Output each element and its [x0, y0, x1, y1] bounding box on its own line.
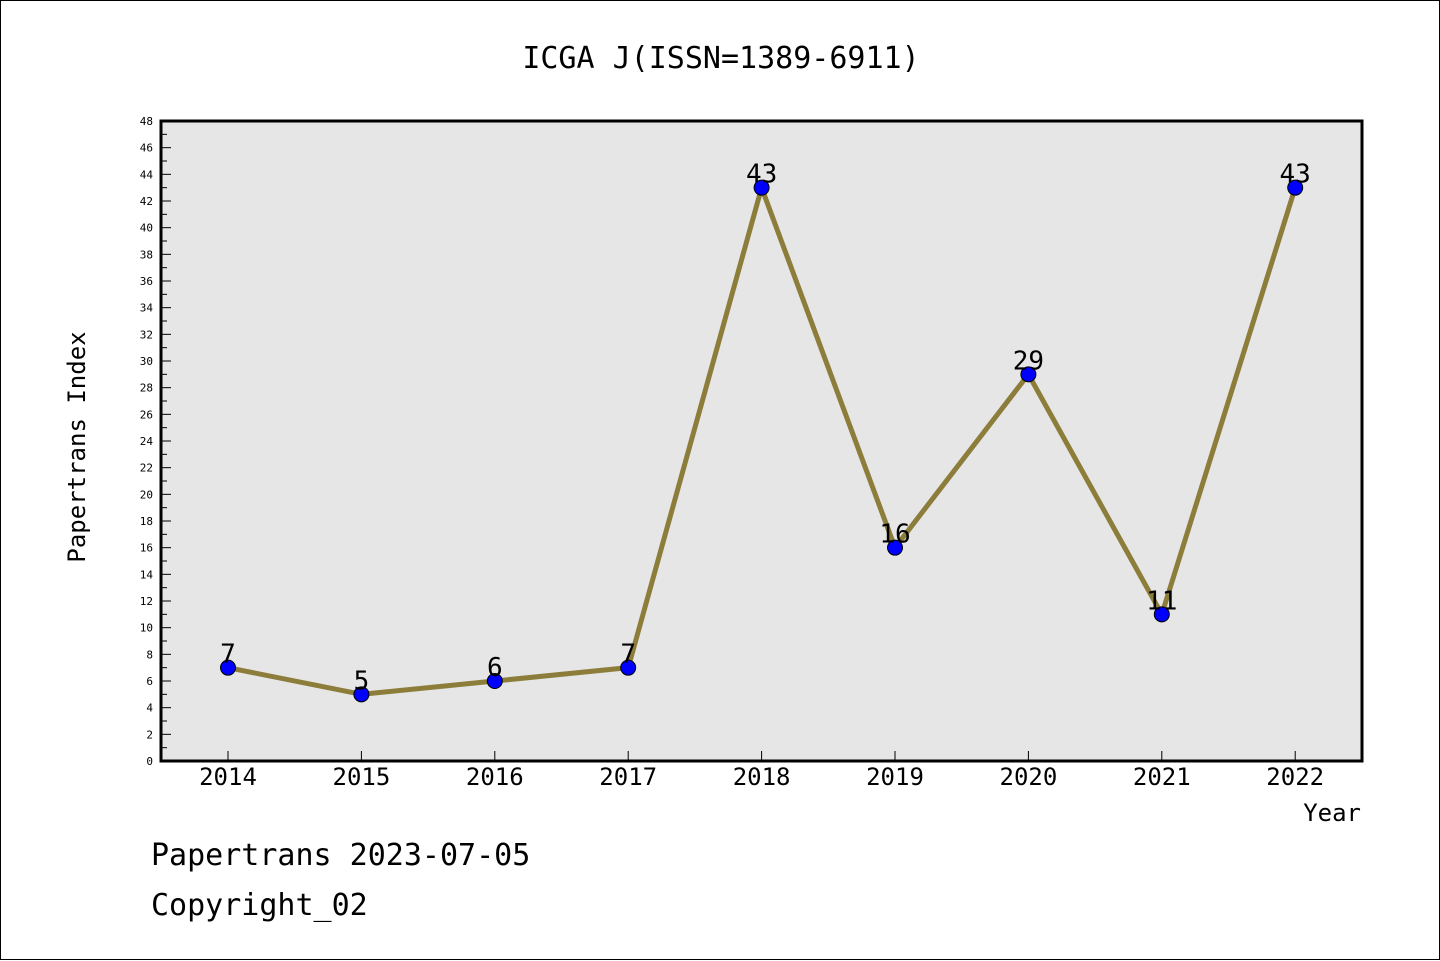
y-axis: 0246810121416182022242628303234363840424… [140, 115, 171, 768]
data-label: 6 [487, 653, 503, 683]
x-tick-label: 2019 [866, 763, 924, 791]
x-tick-label: 2017 [599, 763, 657, 791]
x-tick-label: 2014 [199, 763, 257, 791]
y-tick-label: 30 [140, 355, 153, 368]
data-point [620, 659, 637, 676]
footer-date: Papertrans 2023-07-05 [151, 838, 530, 873]
y-tick-label: 40 [140, 222, 153, 235]
y-tick-label: 36 [140, 275, 153, 288]
data-label: 16 [879, 520, 910, 550]
data-point [353, 686, 370, 703]
plot-area [161, 121, 1362, 761]
y-tick-label: 12 [140, 595, 153, 608]
y-tick-label: 34 [140, 302, 154, 315]
x-tick-label: 2020 [1000, 763, 1058, 791]
footer-copyright: Copyright_02 [151, 888, 368, 923]
y-tick-label: 46 [140, 142, 153, 155]
y-tick-label: 6 [146, 675, 153, 688]
x-tick-label: 2016 [466, 763, 524, 791]
data-point [220, 659, 236, 676]
y-tick-label: 32 [140, 328, 153, 341]
y-tick-label: 4 [146, 702, 153, 715]
chart-title: ICGA J(ISSN=1389-6911) [522, 41, 919, 76]
y-tick-label: 2 [146, 728, 153, 741]
y-tick-label: 38 [140, 248, 153, 261]
y-tick-label: 14 [140, 568, 154, 581]
y-tick-label: 26 [140, 408, 153, 421]
y-tick-label: 48 [140, 115, 153, 128]
data-label: 43 [746, 160, 777, 190]
x-axis: 2014 2015 2016 2017 2018 2019 2020 2021 2022 [199, 751, 1324, 791]
series-layer: 7 5 6 7 43 16 29 11 43 [220, 160, 1311, 703]
y-tick-label: 42 [140, 195, 153, 208]
data-label: 7 [620, 640, 636, 670]
y-tick-label: 22 [140, 462, 153, 475]
data-label: 7 [220, 640, 236, 670]
y-tick-label: 28 [140, 382, 153, 395]
data-label: 5 [354, 666, 370, 696]
data-label: 29 [1013, 346, 1044, 376]
data-point [1287, 179, 1304, 196]
x-tick-label: 2015 [333, 763, 391, 791]
data-point [887, 539, 903, 556]
y-axis-label: Papertrans Index [63, 331, 91, 562]
x-tick-label: 2022 [1266, 763, 1324, 791]
y-tick-label: 44 [140, 168, 154, 181]
x-tick-label: 2018 [733, 763, 791, 791]
x-tick-label: 2021 [1133, 763, 1191, 791]
data-point [1020, 366, 1037, 383]
data-label: 43 [1280, 160, 1311, 190]
data-point [753, 179, 770, 196]
y-tick-label: 18 [140, 515, 153, 528]
x-axis-label: Year [1303, 799, 1361, 827]
y-tick-label: 0 [146, 755, 153, 768]
y-tick-label: 8 [146, 648, 153, 661]
y-tick-label: 10 [140, 622, 153, 635]
plot-frame [159, 119, 1364, 763]
y-tick-label: 20 [140, 488, 153, 501]
data-label: 11 [1146, 586, 1177, 616]
data-point [1153, 606, 1170, 623]
y-tick-label: 16 [140, 542, 153, 555]
y-tick-label: 24 [140, 435, 154, 448]
data-point [486, 673, 503, 689]
